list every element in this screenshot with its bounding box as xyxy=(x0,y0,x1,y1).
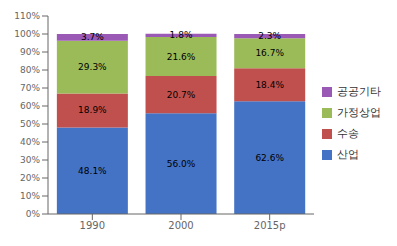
svg-text:16.7%: 16.7% xyxy=(255,48,284,58)
svg-text:50%: 50% xyxy=(20,119,40,129)
svg-text:21.6%: 21.6% xyxy=(167,52,196,62)
svg-text:18.4%: 18.4% xyxy=(255,80,284,90)
svg-text:62.6%: 62.6% xyxy=(255,153,284,163)
svg-text:80%: 80% xyxy=(20,65,40,75)
svg-text:30%: 30% xyxy=(20,155,40,165)
svg-text:29.3%: 29.3% xyxy=(78,62,107,72)
html-text:수송: 수송 xyxy=(337,127,359,140)
svg-text:20%: 20% xyxy=(20,173,40,183)
svg-text:10%: 10% xyxy=(20,191,40,201)
svg-text:40%: 40% xyxy=(20,137,40,147)
svg-text:2.3%: 2.3% xyxy=(258,31,281,41)
svg-text:90%: 90% xyxy=(20,47,40,57)
svg-text:100%: 100% xyxy=(14,29,40,39)
svg-text:1990: 1990 xyxy=(80,220,105,231)
svg-text:20.7%: 20.7% xyxy=(167,90,196,100)
svg-text:2015p: 2015p xyxy=(254,220,286,231)
svg-text:18.9%: 18.9% xyxy=(78,105,107,115)
svg-text:60%: 60% xyxy=(20,101,40,111)
svg-text:2000: 2000 xyxy=(168,220,193,231)
html-text:산업: 산업 xyxy=(337,148,359,161)
svg-text:3.7%: 3.7% xyxy=(81,32,104,42)
svg-text:70%: 70% xyxy=(20,83,40,93)
svg-text:48.1%: 48.1% xyxy=(78,166,107,176)
html-text:가정상업: 가정상업 xyxy=(337,106,381,119)
svg-text:0%: 0% xyxy=(26,209,41,219)
svg-text:110%: 110% xyxy=(14,11,40,21)
html-text:공공기타: 공공기타 xyxy=(337,85,381,98)
svg-text:56.0%: 56.0% xyxy=(167,159,196,169)
svg-text:1.8%: 1.8% xyxy=(170,30,193,40)
